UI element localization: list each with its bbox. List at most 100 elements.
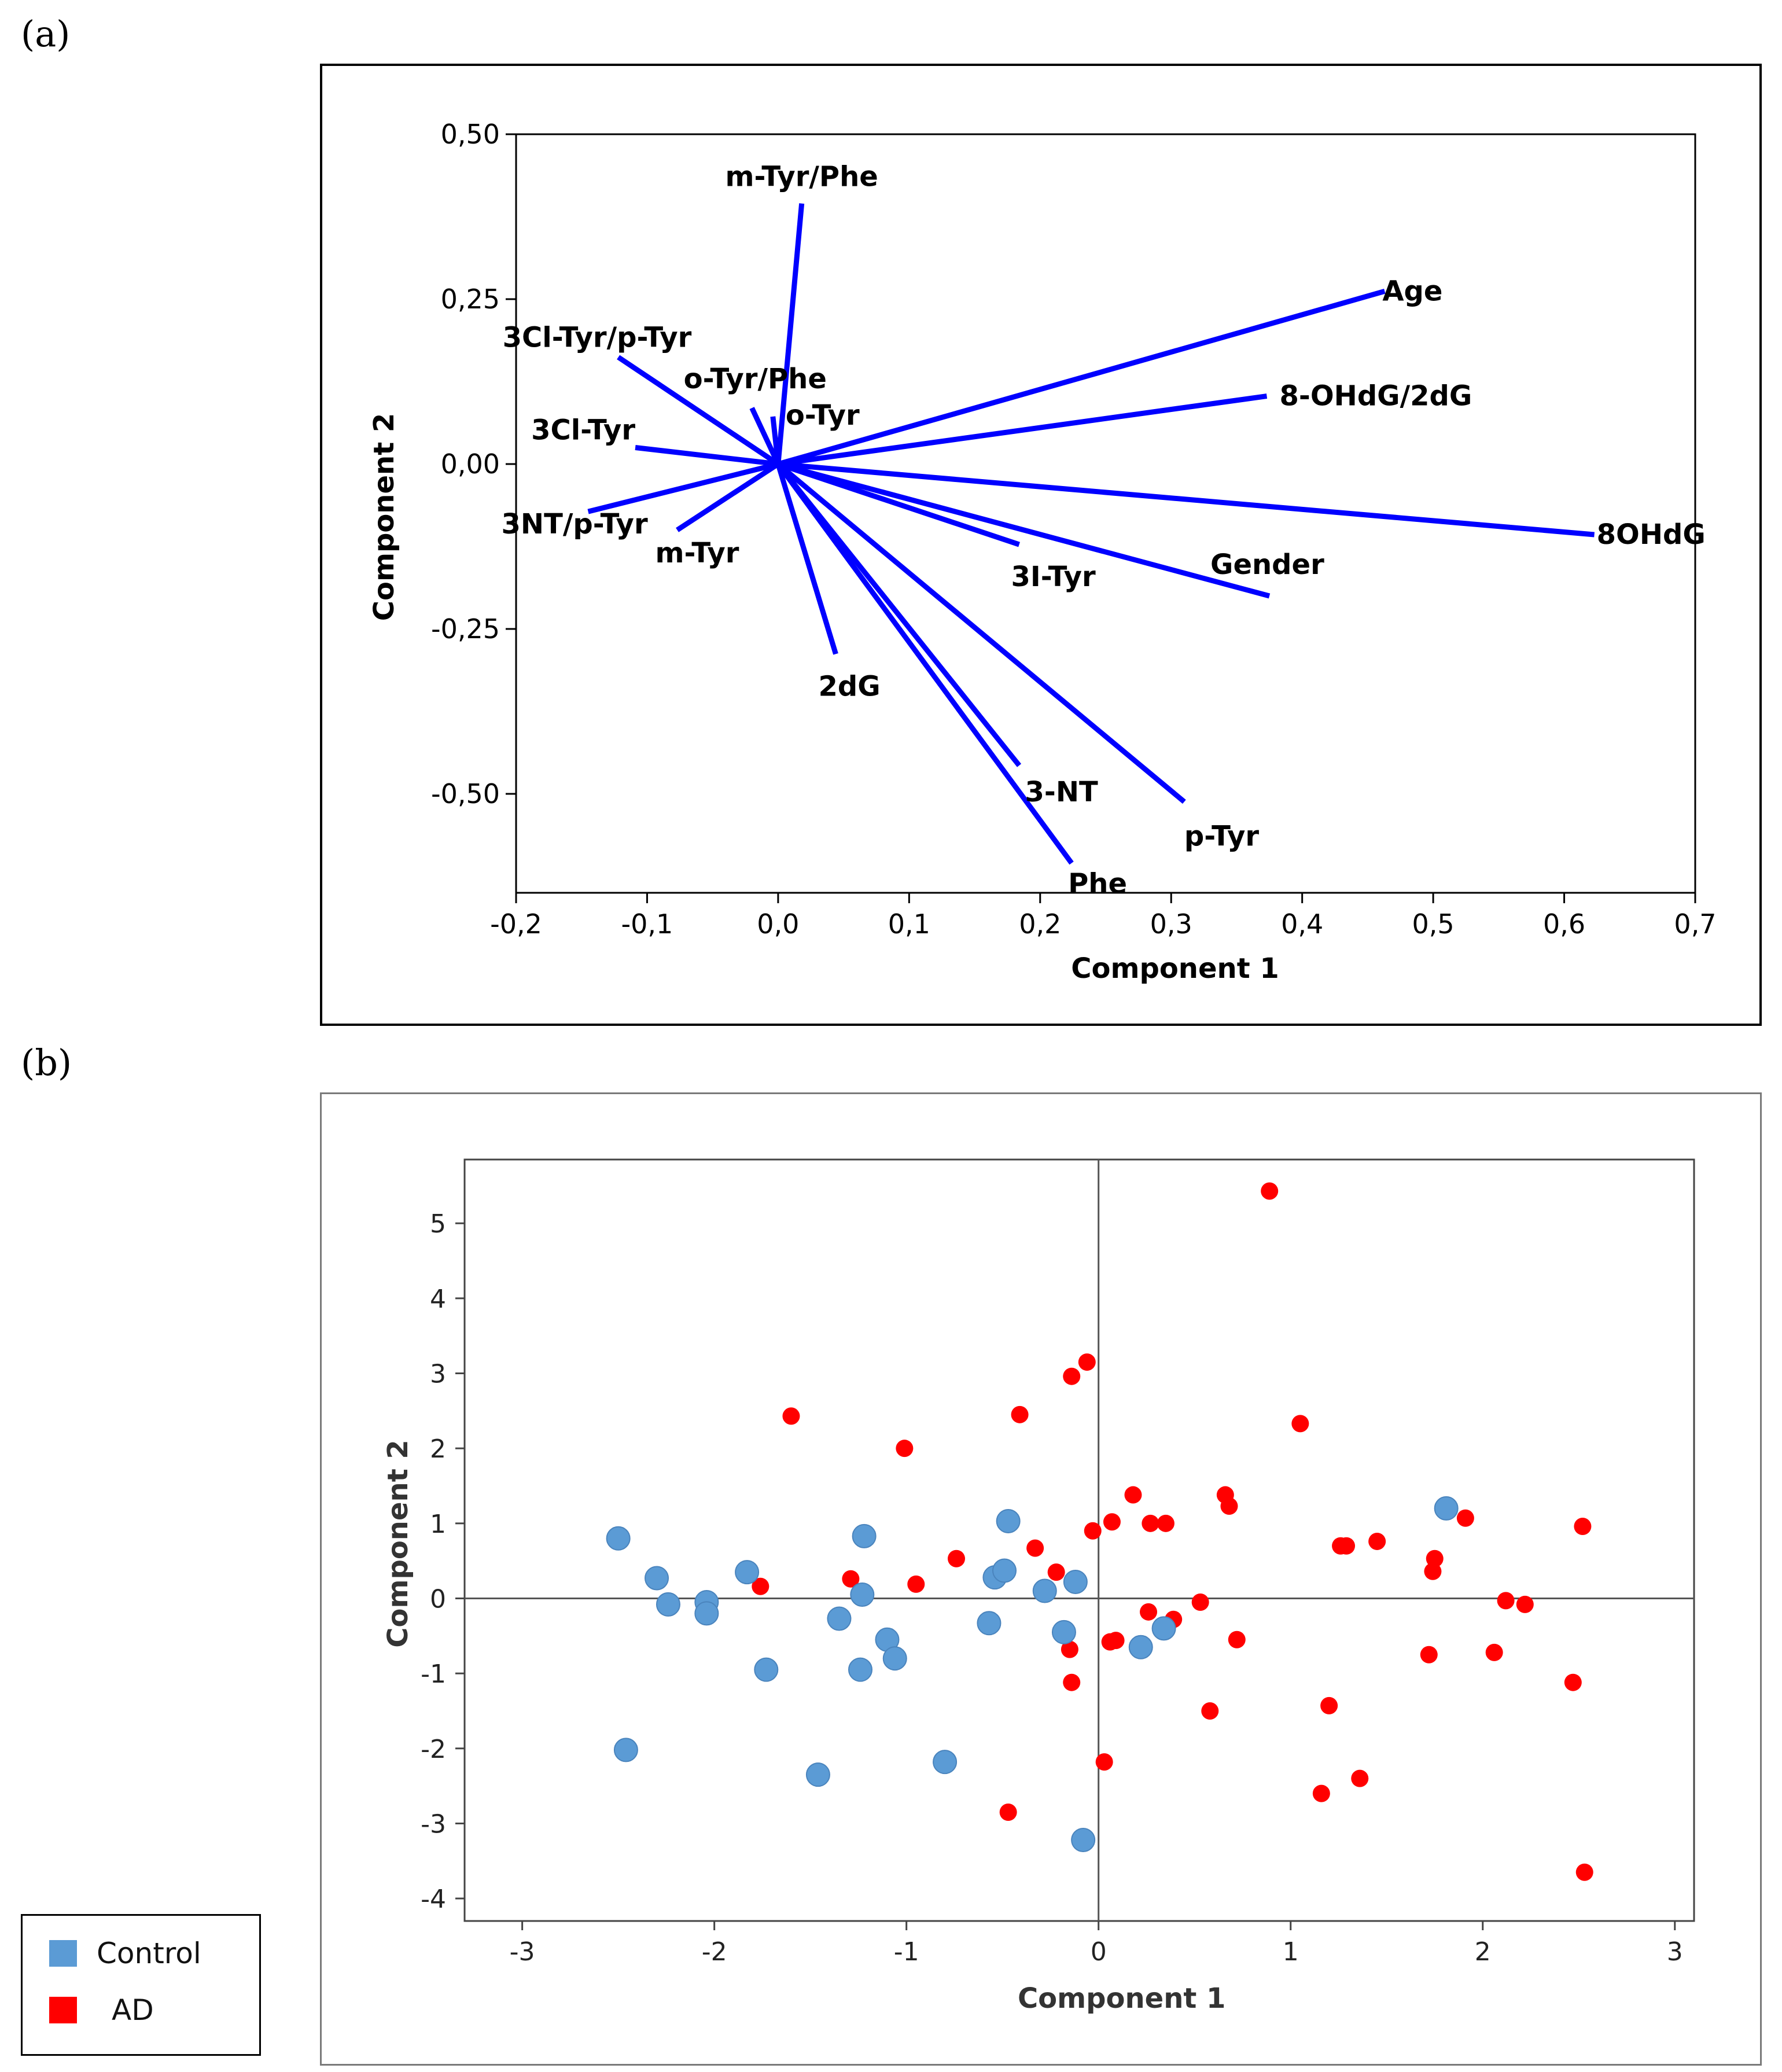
loading-vectors (587, 203, 1595, 865)
loading-vector-label: Age (1382, 275, 1442, 307)
ad-point (1291, 1415, 1309, 1433)
ad-point (1061, 1640, 1078, 1658)
loading-x-tick-label: 0,5 (1412, 908, 1455, 940)
loading-vector (775, 463, 838, 655)
ad-point (1261, 1182, 1279, 1200)
ad-point (1063, 1673, 1081, 1691)
loading-vector (776, 462, 1074, 865)
control-point (852, 1523, 877, 1548)
loading-vector-label: 2dG (819, 670, 881, 702)
loading-y-tick-label: -0,25 (431, 613, 500, 645)
loading-vector (676, 462, 780, 532)
control-point (1032, 1578, 1057, 1603)
ad-point (999, 1804, 1017, 1821)
ad-point (1338, 1537, 1356, 1555)
control-point (694, 1601, 719, 1626)
ad-point (1516, 1595, 1534, 1613)
control-point (848, 1657, 872, 1682)
score-plot: -3 -2 -1 0 1 2 3 5 4 3 2 1 0 -1 -2 -3 -4 Component 1 Co… (382, 1158, 1695, 2015)
ad-point (1095, 1753, 1113, 1771)
loading-vector-label: Phe (1068, 868, 1127, 900)
ad-point (896, 1440, 914, 1458)
loading-vector-label: 3NT/p-Tyr (502, 508, 648, 540)
control-point (1063, 1569, 1088, 1594)
loading-vector-label: o-Tyr (786, 399, 860, 432)
loading-x-tick-label: 0,4 (1281, 908, 1323, 940)
ad-point (907, 1575, 925, 1593)
ad-point (1103, 1513, 1121, 1531)
score-y-tick-label: -2 (421, 1735, 446, 1764)
ad-point (782, 1407, 800, 1425)
loading-x-tick-label: 0,0 (757, 908, 799, 940)
loading-vector (770, 416, 781, 465)
loading-x-tick-label: 0,2 (1019, 908, 1061, 940)
score-x-tick-label: 2 (1475, 1937, 1491, 1967)
control-point (735, 1560, 760, 1585)
loading-x-tick-label: 0,6 (1543, 908, 1585, 940)
loading-vector (635, 445, 779, 467)
legend-label-ad: AD (112, 1993, 154, 2027)
ad-points (752, 1182, 1593, 1881)
ad-point (1424, 1562, 1442, 1580)
loading-vector-label: Gender (1210, 549, 1324, 581)
loading-plot-frame (320, 64, 1762, 1026)
loading-vector (775, 203, 805, 465)
loading-y-axis-title: Component 2 (368, 413, 400, 621)
loading-y-axis: 0,50 0,25 0,00 -0,25 -0,50 (431, 119, 516, 809)
loading-x-tick-label: -0,2 (490, 908, 542, 940)
ad-point (1456, 1509, 1474, 1527)
ad-point (1564, 1673, 1582, 1691)
ad-point (1142, 1514, 1159, 1532)
score-x-tick-label: -3 (510, 1937, 535, 1967)
score-y-tick-label: -1 (421, 1659, 446, 1689)
score-x-axis: -3 -2 -1 0 1 2 3 (510, 1921, 1683, 1967)
legend-label-control: Control (97, 1937, 201, 1970)
control-point (1128, 1635, 1153, 1659)
score-y-axis: 5 4 3 2 1 0 -1 -2 -3 -4 (421, 1209, 465, 1914)
ad-point (752, 1577, 770, 1595)
score-x-tick-label: -1 (894, 1937, 919, 1967)
ad-point (1107, 1632, 1125, 1650)
ad-point (1312, 1784, 1330, 1802)
loading-vector-label: p-Tyr (1184, 820, 1260, 853)
loading-x-tick-label: -0,1 (621, 908, 673, 940)
control-point (850, 1582, 875, 1607)
score-y-tick-label: 3 (430, 1360, 446, 1389)
loading-x-tick-label: 0,3 (1150, 908, 1192, 940)
ad-point (1320, 1696, 1338, 1714)
score-plot-area (463, 1158, 1695, 1922)
ad-point (1485, 1643, 1503, 1661)
ad-point (1078, 1353, 1096, 1371)
loading-vector-label: m-Tyr/Phe (725, 161, 878, 193)
ad-point (1201, 1702, 1219, 1720)
ad-point (1124, 1486, 1142, 1504)
ad-point (1574, 1518, 1592, 1536)
loading-vector (617, 355, 780, 466)
score-y-tick-label: -4 (421, 1885, 446, 1914)
score-x-tick-label: 3 (1667, 1937, 1683, 1967)
ad-point (948, 1550, 965, 1567)
control-point (882, 1646, 907, 1671)
loading-vector-label: 3-NT (1025, 776, 1098, 808)
loading-vector-label: 3I-Tyr (1011, 561, 1096, 593)
loading-vector (778, 393, 1268, 467)
score-y-tick-label: 4 (430, 1285, 446, 1314)
score-x-tick-label: -2 (702, 1937, 727, 1967)
ad-point (1228, 1631, 1246, 1648)
loading-vector (778, 461, 1595, 538)
loading-y-tick-label: 0,25 (441, 284, 500, 315)
loading-x-axis-title: Component 1 (1071, 952, 1279, 985)
loading-plot-area (515, 133, 1696, 894)
ad-point (1047, 1563, 1065, 1581)
score-x-tick-label: 0 (1091, 1937, 1107, 1967)
ad-point (1140, 1603, 1158, 1621)
control-point (1051, 1620, 1076, 1644)
loading-vector (587, 461, 779, 514)
score-y-tick-label: 1 (430, 1510, 446, 1539)
control-point (996, 1508, 1021, 1533)
control-point (992, 1558, 1017, 1583)
score-y-tick-label: -3 (421, 1809, 446, 1839)
ad-point (1420, 1646, 1438, 1664)
control-point (1071, 1827, 1096, 1852)
ad-point (1426, 1550, 1444, 1567)
